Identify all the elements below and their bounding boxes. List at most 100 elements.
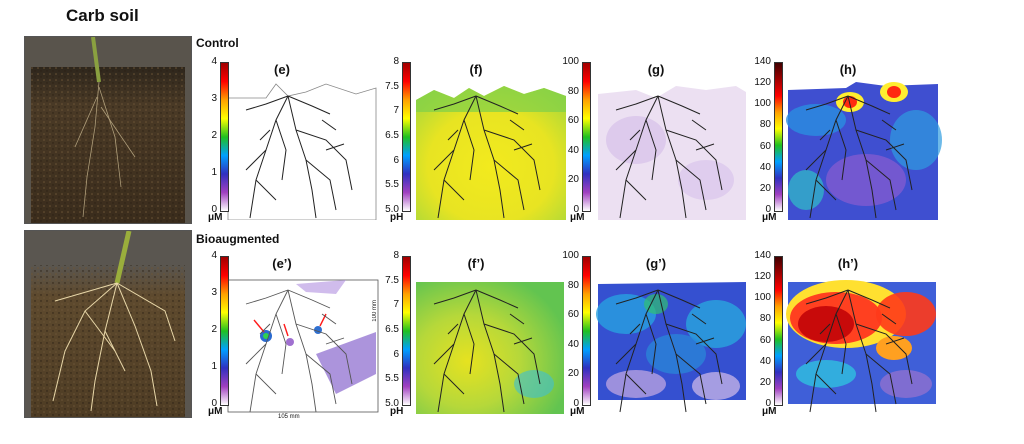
panel-label-f-prime: (f’) [467,256,485,271]
colorbar-h2 [774,256,783,406]
colorbar-tick-h2: 140 [754,250,771,261]
colorbar-tick-h2: 60 [759,334,771,346]
root-trace [287,95,331,115]
colorbar-tick-g: 20 [567,174,579,186]
colorbar-unit-h2: μM [762,406,777,417]
colorbar-tick-g2: 40 [567,338,579,350]
colorbar-tick-h2: 20 [759,376,771,388]
map-h [786,80,946,250]
map-e [226,80,386,250]
colorbar-tick-h: 0 [765,204,771,215]
ph-map-f-prime [416,282,564,414]
colorbar-tick-f: 7.5 [385,80,399,92]
root-trace [475,289,519,309]
colorbar-unit-g2: μM [570,406,585,417]
root-trace [433,343,455,365]
map-f-prime [414,274,574,444]
colorbar-tick-h: 120 [754,77,771,89]
root-trace [463,313,475,375]
root-trace [305,159,337,211]
root-trace [815,373,837,395]
root-trace [493,353,525,405]
root-trace [629,313,715,345]
root-trace [805,289,849,305]
root-trace [657,95,701,115]
colorbar-unit-f: pH [390,212,404,223]
colorbar-tick-g2: 100 [562,250,579,261]
scale-width-label: 105 mm [278,414,300,420]
colorbar-tick-h2: 80 [759,313,771,325]
colorbar-e [220,62,229,212]
root-trace [625,179,647,201]
colorbar-unit-e: μM [208,212,223,223]
colorbar-tick-h: 80 [759,119,771,131]
colorbar-tick-h2: 100 [754,292,771,304]
colorbar-tick-f2: 7 [393,299,399,311]
colorbar-h [774,62,783,212]
root-trace [805,95,849,111]
colorbar-tick-f: 6 [393,154,399,166]
root-trace [615,95,659,111]
figure-title: Carb soil [66,6,139,25]
colorbar-tick-g2: 0 [573,398,579,409]
root-trace [255,179,277,201]
root-trace [625,373,647,395]
root-trace [255,373,277,395]
colorbar-f2 [402,256,411,406]
colorbar-tick-f2: 8 [393,250,399,261]
panel-label-h-prime: (h’) [837,256,859,271]
colorbar-tick-e: 3 [211,93,217,104]
root-trace [847,289,891,309]
colorbar-tick-h: 40 [759,161,771,173]
colorbar-tick-h2: 40 [759,355,771,367]
colorbar-tick-g: 0 [573,204,579,215]
colorbar-tick-h: 60 [759,140,771,152]
row-label-control: Control [196,36,239,50]
root-outline-e [227,83,377,221]
root-trace [847,95,891,115]
colorbar-tick-g2: 80 [567,279,579,291]
panel-label-e-prime: (e’) [272,256,292,271]
conc-map-h-prime [786,280,936,413]
root-trace [483,323,541,385]
photo-control-illustration [25,37,191,223]
root-trace [665,323,723,385]
panel-label-e: (e) [274,62,290,77]
colorbar-tick-e: 0 [211,204,217,215]
panel-label-g-prime: (g’) [645,256,667,271]
colorbar-tick-g: 60 [567,115,579,127]
panel-label-f: (f) [469,62,483,77]
colorbar-g [582,62,591,212]
colorbar-unit-f2: pH [390,406,404,417]
root-trace [855,323,913,385]
root-trace [245,95,289,111]
colorbar-f [402,62,411,212]
root-trace [447,313,533,345]
colorbar-tick-f: 5.0 [385,204,399,215]
root-trace [483,129,541,191]
root-trace [615,149,637,171]
root-trace [443,179,465,201]
colorbar-tick-h: 20 [759,182,771,194]
colorbar-tick-h2: 0 [765,398,771,409]
root-trace [305,353,337,405]
map-g-prime [596,274,756,444]
conc-map-h [786,82,942,220]
colorbar-tick-f: 8 [393,56,399,67]
root-trace [805,343,827,365]
root-trace [665,129,723,191]
colorbar-tick-e: 1 [211,167,217,178]
photo-bioaugmented-illustration [25,231,191,417]
colorbar-tick-g: 80 [567,85,579,97]
colorbar-tick-f2: 7.5 [385,274,399,286]
ph-map-f [416,86,566,220]
root-trace [819,313,905,345]
map-e-prime [226,274,386,444]
root-trace [443,373,465,395]
root-trace [615,289,659,305]
root-trace [433,149,455,171]
root-trace [615,343,637,365]
colorbar-tick-f: 7 [393,105,399,117]
colorbar-tick-f2: 5.5 [385,373,399,385]
root-trace [433,95,477,111]
